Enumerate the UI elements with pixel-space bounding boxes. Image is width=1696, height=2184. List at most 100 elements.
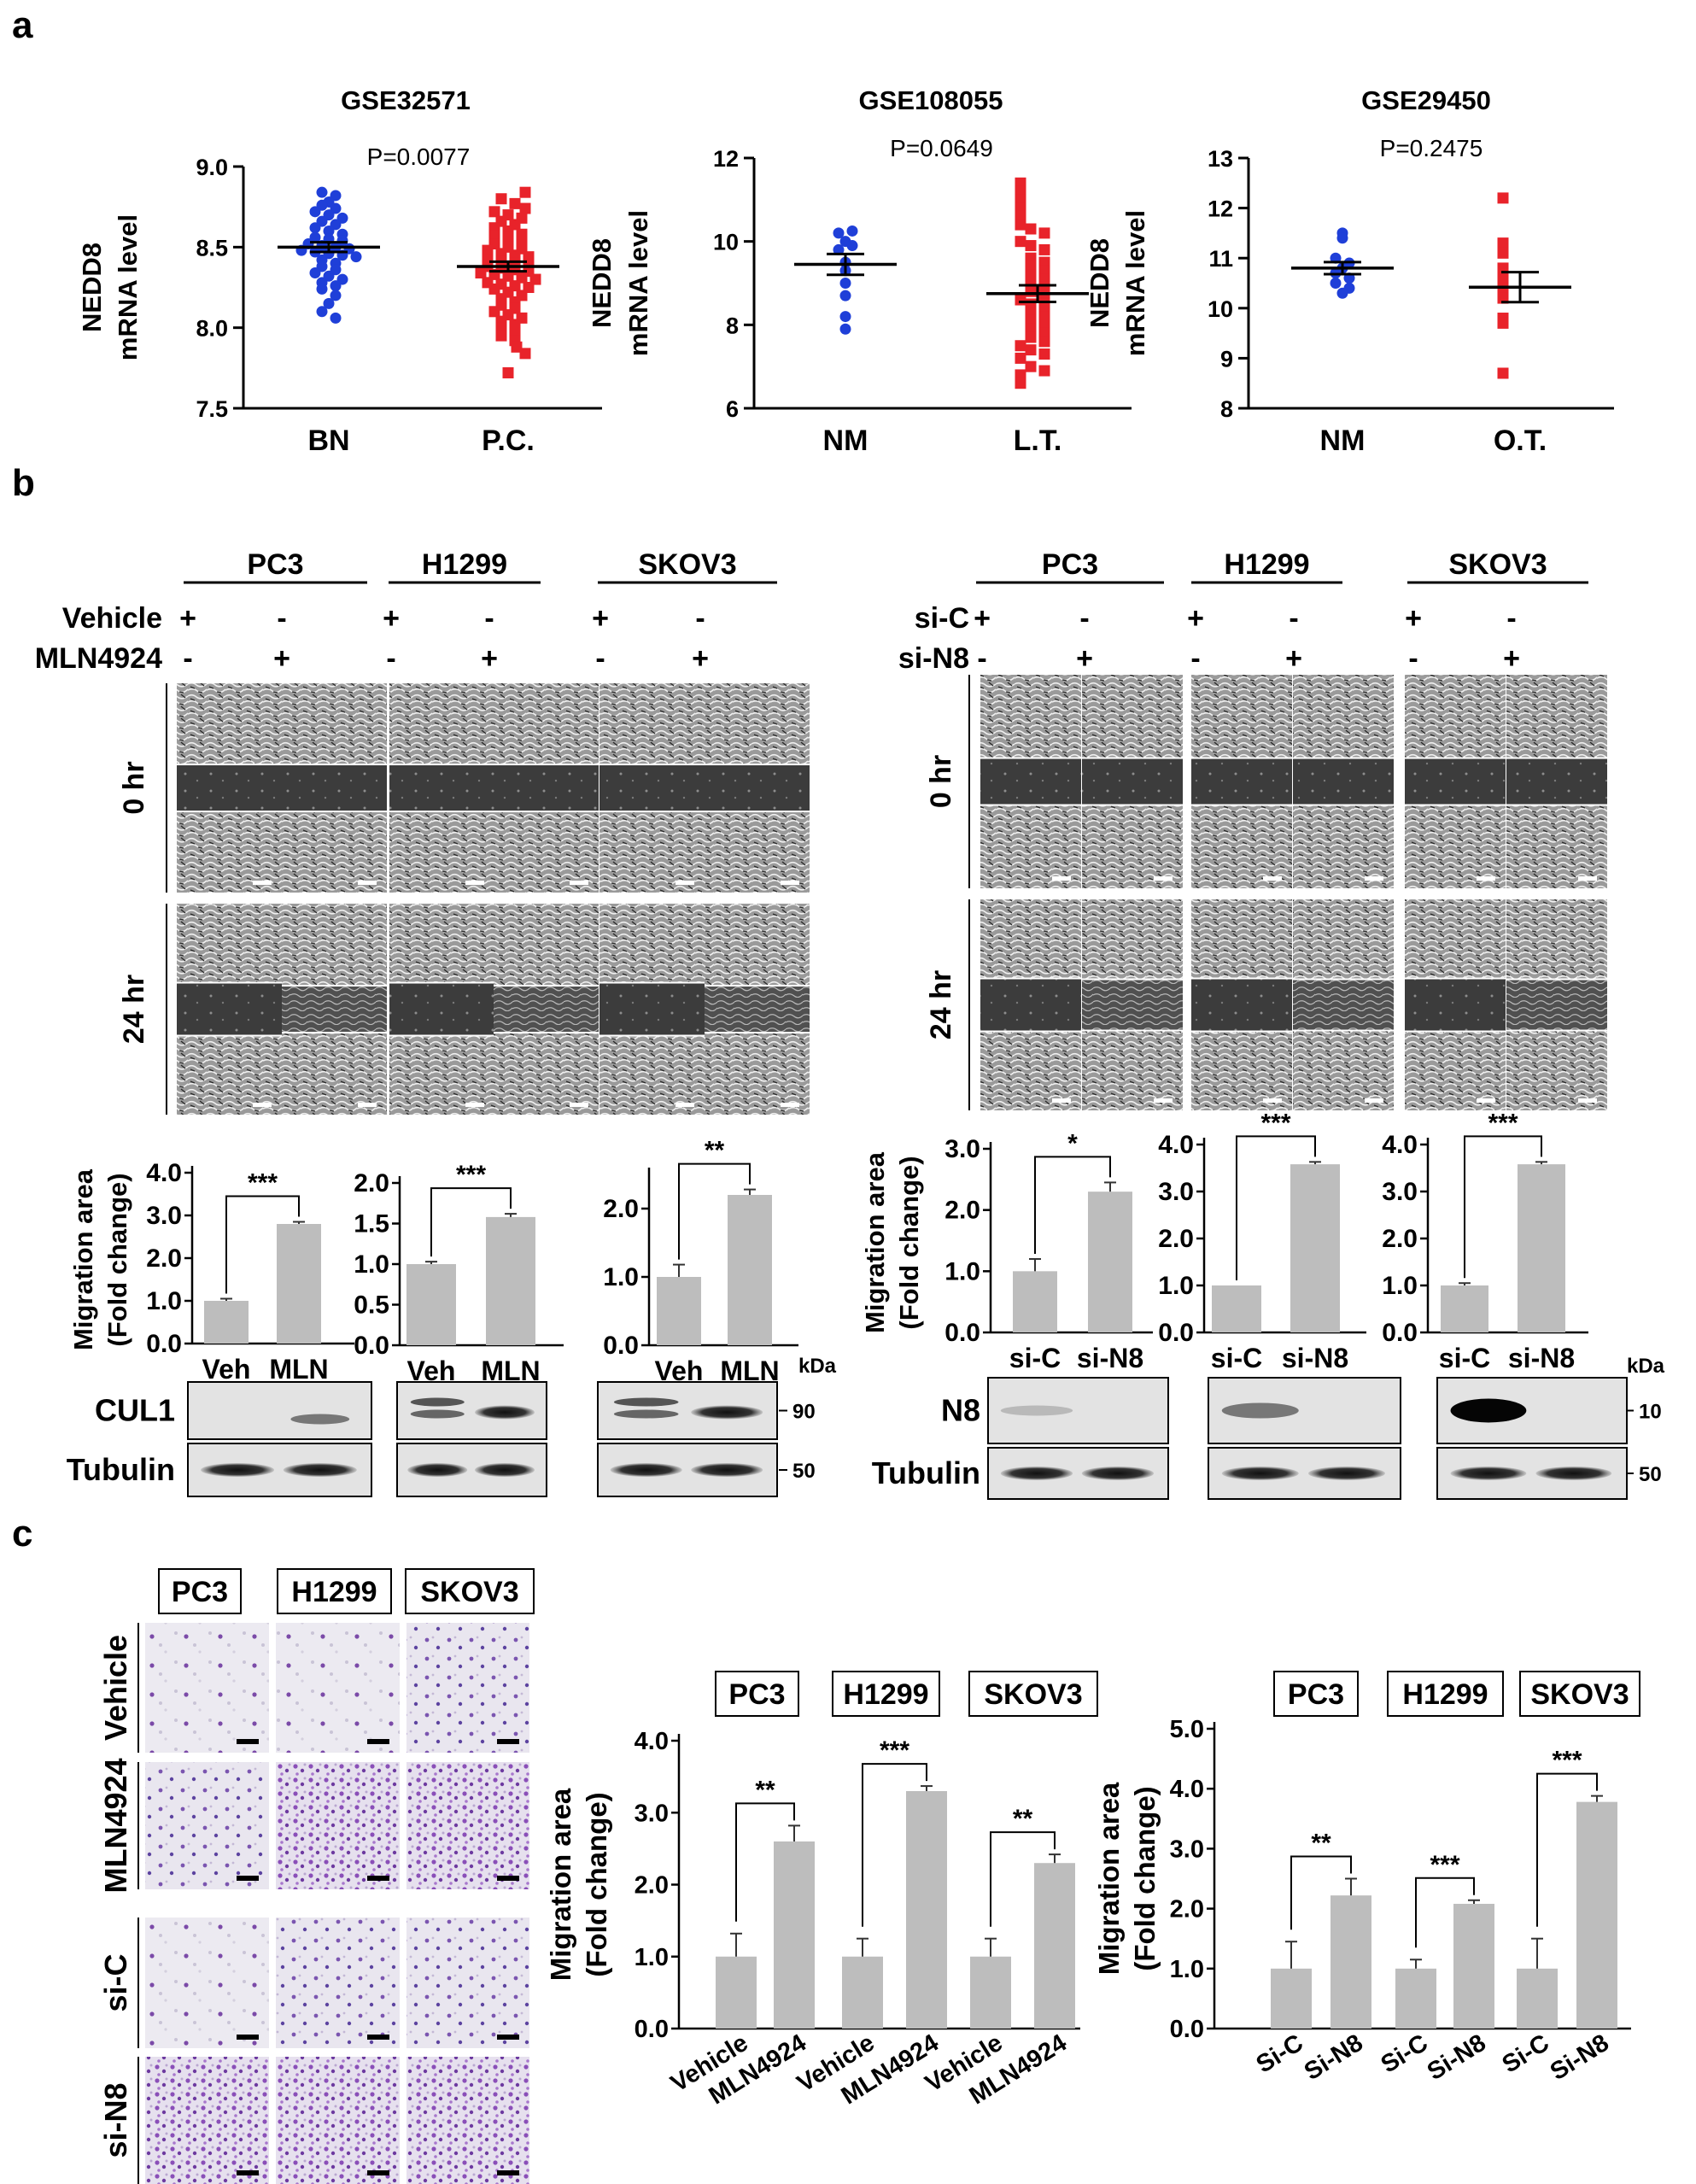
treatment-sign: -: [277, 602, 286, 635]
bar: [1518, 1164, 1565, 1332]
scale-bar: [237, 1876, 259, 1881]
significance-stars: ***: [456, 1161, 486, 1189]
wound-image-0hr: [1293, 675, 1394, 888]
data-point-red: [519, 202, 531, 214]
cell-line-label: PC3: [1288, 1678, 1344, 1711]
kda-marker: 10: [1639, 1401, 1662, 1424]
bar: [1290, 1164, 1340, 1332]
western-blot: [1436, 1377, 1628, 1444]
condition-label: MLN4924: [35, 642, 162, 675]
transwell-image: [406, 1623, 529, 1753]
wound-gap: [599, 982, 705, 1036]
scale-bar: [1365, 1098, 1383, 1103]
wound-image-0hr: [705, 683, 810, 893]
plot-title: GSE32571: [341, 85, 471, 115]
scale-bar: [237, 2170, 259, 2175]
blot-label: Tubulin: [872, 1455, 980, 1490]
wound-gap: [177, 982, 282, 1036]
transwell-bar-chart: 0.01.02.03.04.0*******VehicleMLN4924Vehi…: [635, 1728, 1080, 2110]
y-tick-label: 11: [1208, 246, 1233, 272]
y-tick-label: 1.0: [1170, 1956, 1204, 1983]
cell-line-label: H1299: [843, 1678, 928, 1711]
y-axis-label-line1: Migration area: [68, 1168, 98, 1350]
data-point-red: [1015, 378, 1026, 389]
protein-band: [283, 1463, 357, 1477]
y-tick-label: 1.0: [944, 1257, 980, 1285]
y-tick-label: 8.0: [196, 316, 228, 342]
y-tick-label: 9: [1220, 346, 1233, 372]
plot-title: GSE108055: [859, 85, 1003, 115]
blot-label: N8: [941, 1393, 980, 1428]
y-axis-label-line2: (Fold change): [1129, 1786, 1161, 1970]
protein-band: [1000, 1405, 1073, 1416]
panel-label-c: c: [12, 1513, 32, 1555]
panel-label-b: b: [12, 462, 35, 504]
cell-line-label: SKOV3: [984, 1678, 1082, 1711]
migration-bar-chart: 0.0 1.0 2.0 3.0 4.0 *** si-C si-N8: [1158, 1109, 1366, 1373]
y-axis-label-line2: mRNA level: [623, 210, 653, 356]
data-point-blue: [846, 240, 858, 252]
kda-marker: 50: [792, 1460, 816, 1483]
scale-bar: [465, 881, 484, 885]
wound-gap: [705, 986, 810, 1033]
wound-gap: [980, 758, 1081, 805]
data-point-red: [1025, 323, 1037, 335]
y-tick-label: 0.0: [146, 1330, 182, 1358]
treatment-sign: +: [1285, 642, 1302, 675]
wound-image-0hr: [980, 675, 1081, 888]
transwell-row-label: Vehicle: [98, 1635, 133, 1741]
data-point-red: [1038, 365, 1050, 377]
scale-bar: [1052, 876, 1071, 881]
scale-bar: [1578, 1098, 1597, 1103]
scale-bar: [1154, 876, 1173, 881]
bar: [1576, 1801, 1617, 2029]
data-point-red: [511, 341, 523, 353]
scale-bar: [497, 2035, 519, 2040]
data-point-red: [495, 330, 507, 342]
group-label: O.T.: [1494, 425, 1547, 457]
treatment-sign: -: [386, 642, 395, 675]
y-tick-label: 0.0: [1170, 2016, 1204, 2043]
significance-bracket: [1236, 1135, 1316, 1280]
y-tick-label: 2.0: [635, 1872, 669, 1900]
time-label: 0 hr: [925, 755, 957, 808]
scale-bar: [497, 1876, 519, 1881]
data-point-red: [1497, 272, 1509, 284]
cell-line-label: PC3: [728, 1678, 785, 1711]
y-tick-label: 0.0: [635, 2016, 669, 2043]
protein-band: [610, 1463, 682, 1477]
wound-gap: [1405, 758, 1506, 805]
scale-bar: [358, 1103, 377, 1107]
data-point-red: [1025, 314, 1037, 326]
wound-gap: [1405, 978, 1506, 1032]
wound-gap: [599, 764, 705, 811]
wound-image-24hr: [980, 899, 1081, 1110]
wound-gap: [282, 764, 387, 811]
treatment-sign: +: [1076, 642, 1093, 675]
bar-category-label: Si-C: [1252, 2029, 1308, 2079]
blot-label: Tubulin: [67, 1452, 175, 1487]
cell-line-header: SKOV3: [638, 548, 736, 581]
treatment-sign: +: [273, 642, 290, 675]
cell-line-header: PC3: [247, 548, 303, 581]
y-tick-label: 8.5: [196, 235, 228, 261]
y-tick-label: 9.0: [196, 155, 228, 180]
cell-line-box: [277, 1568, 392, 1614]
bar: [1013, 1271, 1057, 1332]
western-blot: [1208, 1447, 1401, 1500]
cell-line-box: [158, 1568, 242, 1614]
bar: [1395, 1968, 1436, 2029]
y-axis-label-line1: NEDD8: [77, 243, 107, 332]
treatment-sign: +: [692, 642, 709, 675]
data-point-red: [1038, 290, 1050, 302]
data-point-blue: [846, 225, 858, 237]
y-axis-label-line1: Migration area: [860, 1151, 890, 1333]
data-point-red: [1025, 331, 1037, 343]
treatment-sign: +: [592, 602, 609, 635]
data-point-red: [488, 306, 500, 318]
y-tick-label: 8: [1220, 396, 1233, 422]
scale-bar: [497, 2170, 519, 2175]
transwell-image: [406, 2057, 529, 2184]
y-tick-label: 2.0: [146, 1244, 182, 1273]
cell-line-label: PC3: [172, 1576, 228, 1608]
